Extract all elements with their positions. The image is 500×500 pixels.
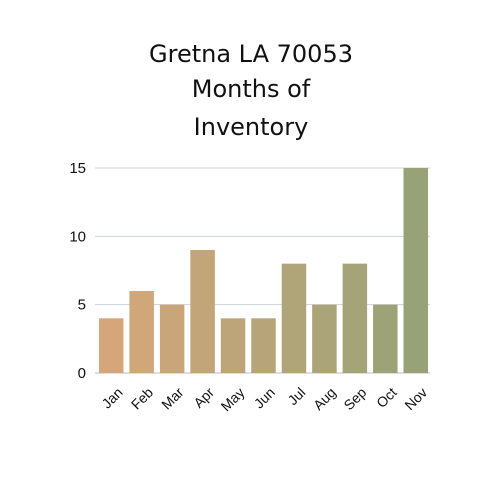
chart-title-line-2: Months of	[192, 75, 311, 103]
chart-title-line-1: Gretna LA 70053	[149, 40, 353, 68]
y-tick-label: 0	[78, 365, 86, 382]
y-axis-ticks: 0 5 10 15	[69, 160, 86, 382]
bar-feb	[129, 291, 154, 373]
x-tick-label: Apr	[190, 384, 217, 411]
x-tick-label: Jun	[251, 384, 278, 411]
bar-jun	[251, 318, 276, 373]
y-tick-label: 15	[69, 160, 86, 177]
bar-may	[220, 318, 246, 373]
bar-sep	[342, 263, 368, 373]
x-tick-label: Feb	[128, 384, 157, 413]
bar-mar	[159, 304, 185, 373]
x-tick-label: Aug	[310, 384, 339, 413]
x-tick-label: May	[218, 384, 248, 414]
bar-nov	[403, 168, 429, 373]
bar-apr	[190, 250, 215, 373]
x-tick-label: Jan	[98, 384, 125, 411]
x-tick-label: Sep	[340, 384, 369, 413]
y-tick-label: 10	[69, 228, 86, 245]
x-axis-ticks: Jan Feb Mar Apr May Jun Jul Aug Sep Oct Nov	[98, 384, 430, 414]
y-tick-label: 5	[78, 297, 86, 314]
bar-jul	[281, 263, 307, 373]
chart-title: Gretna LA 70053 Months of Inventory	[149, 40, 353, 141]
bars	[98, 168, 429, 373]
x-tick-label: Mar	[158, 384, 187, 413]
bar-jan	[98, 318, 124, 373]
bar-aug	[312, 304, 337, 373]
chart-title-line-3: Inventory	[194, 113, 309, 141]
x-tick-label: Oct	[373, 384, 400, 411]
x-tick-label: Nov	[401, 384, 430, 413]
x-tick-label: Jul	[284, 384, 308, 408]
bar-oct	[373, 304, 398, 373]
